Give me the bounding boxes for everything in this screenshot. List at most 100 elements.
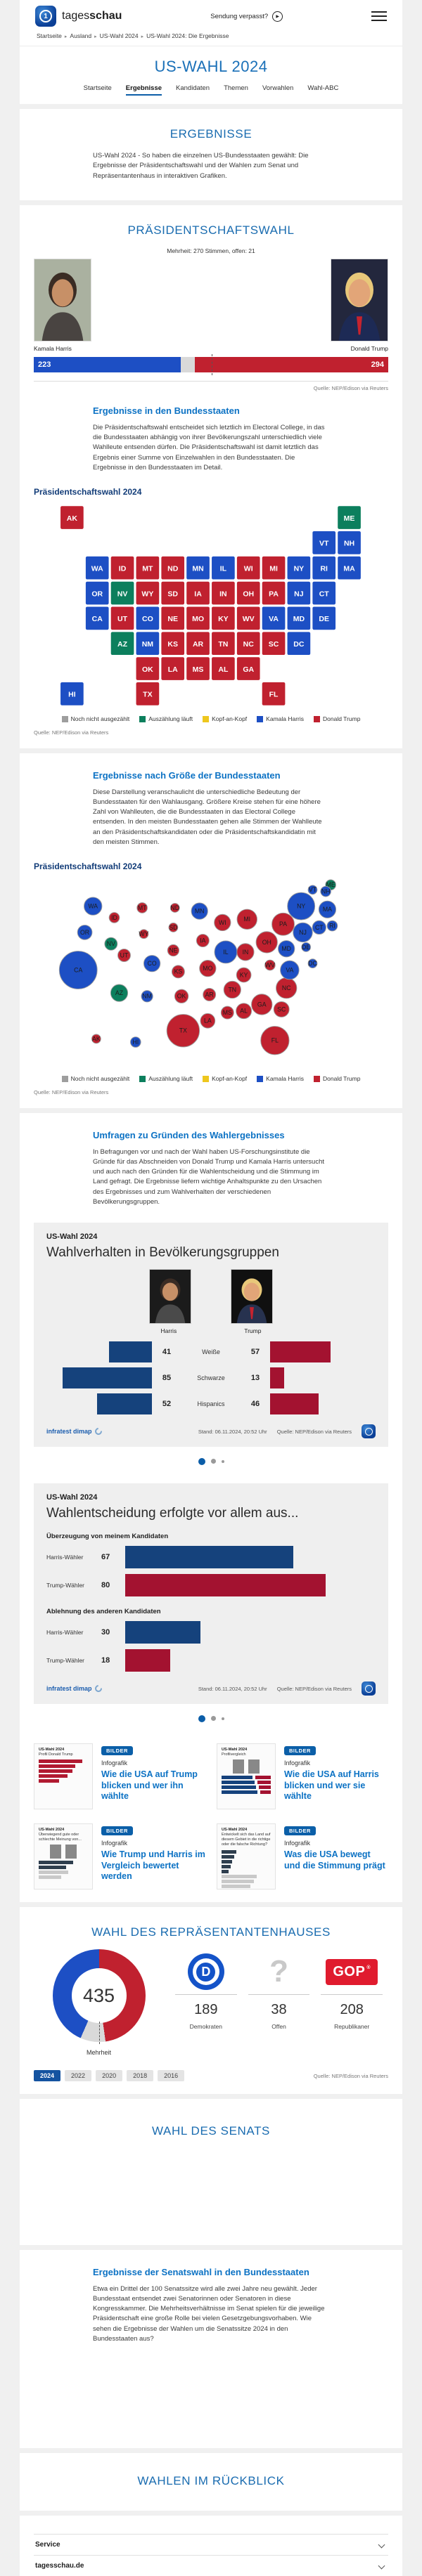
state-bubble-MO[interactable]: MO	[199, 960, 217, 977]
state-tile-FL[interactable]: FL	[262, 682, 286, 705]
state-tile-VA[interactable]: VA	[262, 606, 286, 630]
state-bubble-FL[interactable]: FL	[260, 1026, 290, 1055]
state-bubble-MD[interactable]: MD	[278, 940, 295, 958]
year-button-2018[interactable]: 2018	[127, 2070, 154, 2081]
carousel-dot[interactable]	[221, 1717, 224, 1720]
carousel-dot[interactable]	[198, 1457, 205, 1465]
state-bubble-CT[interactable]: CT	[312, 920, 326, 935]
tab-themen[interactable]: Themen	[224, 84, 248, 92]
state-tile-NE[interactable]: NE	[161, 606, 185, 630]
state-tile-TN[interactable]: TN	[212, 632, 235, 656]
carousel-dot[interactable]	[198, 1715, 205, 1722]
state-bubble-MI[interactable]: MI	[236, 909, 257, 930]
umfragen-link[interactable]: Umfragen zu Gründen des Wahlergebnisses	[93, 1130, 285, 1140]
state-bubble-AK[interactable]: AK	[91, 1034, 101, 1044]
state-bubble-CA[interactable]: CA	[58, 951, 98, 989]
carousel-dot[interactable]	[221, 1459, 224, 1463]
state-bubble-VT[interactable]: VT	[307, 885, 318, 895]
state-tile-WV[interactable]: WV	[236, 606, 260, 630]
state-bubble-UT[interactable]: UT	[117, 949, 131, 962]
state-bubble-AR[interactable]: AR	[203, 988, 217, 1001]
state-bubble-DE[interactable]: DE	[301, 942, 312, 952]
state-bubble-NE[interactable]: NE	[167, 944, 180, 957]
carousel-dot[interactable]	[210, 1716, 216, 1722]
tab-ergebnisse[interactable]: Ergebnisse	[125, 84, 162, 96]
breadcrumb-link[interactable]: US-Wahl 2024	[99, 32, 139, 39]
state-bubble-NV[interactable]: NV	[104, 937, 118, 951]
year-button-2020[interactable]: 2020	[96, 2070, 123, 2081]
state-tile-LA[interactable]: LA	[161, 657, 185, 680]
state-bubble-DC[interactable]: DC	[307, 958, 318, 969]
carousel-dot[interactable]	[210, 1459, 216, 1464]
state-bubble-VA[interactable]: VA	[280, 960, 300, 980]
state-tile-RI[interactable]: RI	[312, 556, 336, 580]
tagesschau-logo[interactable]: 1	[35, 6, 56, 27]
state-bubble-OH[interactable]: OH	[255, 931, 278, 954]
year-button-2022[interactable]: 2022	[65, 2070, 92, 2081]
states-results-link[interactable]: Ergebnisse in den Bundesstaaten	[93, 405, 240, 417]
state-bubble-TX[interactable]: TX	[166, 1014, 200, 1048]
teaser-wie-die-usa-auf-trump-blicken-und-wer-ihn-w-hlte[interactable]: US-Wahl 2024 Profil Donald Trump BILDER Inf…	[34, 1743, 205, 1809]
state-bubble-WI[interactable]: WI	[214, 913, 231, 932]
state-tile-KS[interactable]: KS	[161, 632, 185, 656]
state-tile-IL[interactable]: IL	[212, 556, 235, 580]
state-bubble-OK[interactable]: OK	[174, 989, 189, 1003]
state-tile-NH[interactable]: NH	[338, 531, 361, 554]
state-bubble-MT[interactable]: MT	[136, 902, 148, 913]
state-bubble-HI[interactable]: HI	[129, 1036, 141, 1048]
state-bubble-TN[interactable]: TN	[223, 980, 241, 999]
state-bubble-MA[interactable]: MA	[318, 900, 337, 918]
state-bubble-LA[interactable]: LA	[200, 1013, 216, 1029]
state-tile-CO[interactable]: CO	[136, 606, 160, 630]
state-tile-OH[interactable]: OH	[236, 581, 260, 605]
state-tile-WI[interactable]: WI	[236, 556, 260, 580]
state-tile-SD[interactable]: SD	[161, 581, 185, 605]
state-tile-CA[interactable]: CA	[85, 606, 109, 630]
state-tile-WY[interactable]: WY	[136, 581, 160, 605]
state-bubble-KS[interactable]: KS	[171, 965, 185, 979]
state-bubble-SD[interactable]: SD	[168, 923, 179, 932]
state-tile-NJ[interactable]: NJ	[287, 581, 311, 605]
state-tile-HI[interactable]: HI	[60, 682, 84, 705]
state-bubble-NH[interactable]: NH	[320, 885, 331, 897]
state-tile-AL[interactable]: AL	[212, 657, 235, 680]
size-results-link[interactable]: Ergebnisse nach Größe der Bundesstaaten	[93, 770, 281, 781]
state-tile-AZ[interactable]: AZ	[110, 632, 134, 656]
state-tile-IN[interactable]: IN	[212, 581, 235, 605]
state-tile-NY[interactable]: NY	[287, 556, 311, 580]
state-tile-MO[interactable]: MO	[186, 606, 210, 630]
state-tile-ME[interactable]: ME	[338, 506, 361, 529]
state-bubble-MS[interactable]: MS	[220, 1006, 234, 1020]
state-bubble-ID[interactable]: ID	[108, 912, 120, 923]
state-tile-WA[interactable]: WA	[85, 556, 109, 580]
state-bubble-WV[interactable]: WV	[264, 959, 276, 971]
state-tile-AR[interactable]: AR	[186, 632, 210, 656]
state-bubble-PA[interactable]: PA	[271, 912, 295, 936]
state-tile-OK[interactable]: OK	[136, 657, 160, 680]
state-tile-CT[interactable]: CT	[312, 581, 336, 605]
accordion-tagesschau-de[interactable]: tagesschau.de	[34, 2556, 388, 2576]
breadcrumb-link[interactable]: Ausland	[70, 32, 92, 39]
state-tile-PA[interactable]: PA	[262, 581, 286, 605]
tab-kandidaten[interactable]: Kandidaten	[176, 84, 210, 92]
state-tile-VT[interactable]: VT	[312, 531, 336, 554]
state-tile-KY[interactable]: KY	[212, 606, 235, 630]
year-button-2024[interactable]: 2024	[34, 2070, 61, 2081]
teaser-wie-trump-und-harris-im-vergleich-bewertet-werden[interactable]: US-Wahl 2024 Überwiegend gute oder schlec…	[34, 1823, 205, 1889]
tab-vorwahlen[interactable]: Vorwahlen	[262, 84, 294, 92]
state-bubble-KY[interactable]: KY	[236, 967, 252, 983]
tab-startseite[interactable]: Startseite	[83, 84, 112, 92]
state-tile-TX[interactable]: TX	[136, 682, 160, 705]
state-bubble-SC[interactable]: SC	[273, 1001, 290, 1017]
accordion-service[interactable]: Service	[34, 2535, 388, 2556]
state-tile-IA[interactable]: IA	[186, 581, 210, 605]
state-tile-UT[interactable]: UT	[110, 606, 134, 630]
year-button-2016[interactable]: 2016	[158, 2070, 185, 2081]
sendung-verpasst-button[interactable]: Sendung verpasst? ▶	[210, 11, 283, 22]
state-tile-ND[interactable]: ND	[161, 556, 185, 580]
state-bubble-WA[interactable]: WA	[84, 897, 103, 916]
state-bubble-RI[interactable]: RI	[326, 920, 338, 932]
state-tile-AK[interactable]: AK	[60, 506, 84, 529]
state-tile-MT[interactable]: MT	[136, 556, 160, 580]
state-tile-MS[interactable]: MS	[186, 657, 210, 680]
